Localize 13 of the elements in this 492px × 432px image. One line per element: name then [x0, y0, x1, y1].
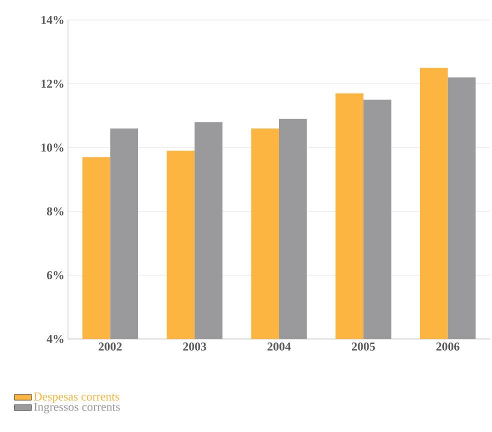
y-tick-label: 10%	[42, 144, 64, 152]
legend-label: Despesas corrents	[34, 392, 120, 404]
legend-label: Ingressos corrents	[34, 402, 120, 414]
x-tick-label: 2005	[352, 342, 375, 351]
y-tick-label: 6%	[46, 271, 64, 280]
x-tick-label: 2003	[183, 342, 206, 351]
y-tick-label: 14%	[42, 16, 64, 24]
y-tick-label: 12%	[42, 80, 64, 88]
x-tick-label: 2004	[268, 342, 291, 351]
y-tick-label: 4%	[46, 334, 64, 344]
x-tick-label: 2002	[98, 342, 122, 351]
x-tick-label: 2006	[436, 342, 460, 351]
y-tick-label: 8%	[46, 207, 64, 216]
